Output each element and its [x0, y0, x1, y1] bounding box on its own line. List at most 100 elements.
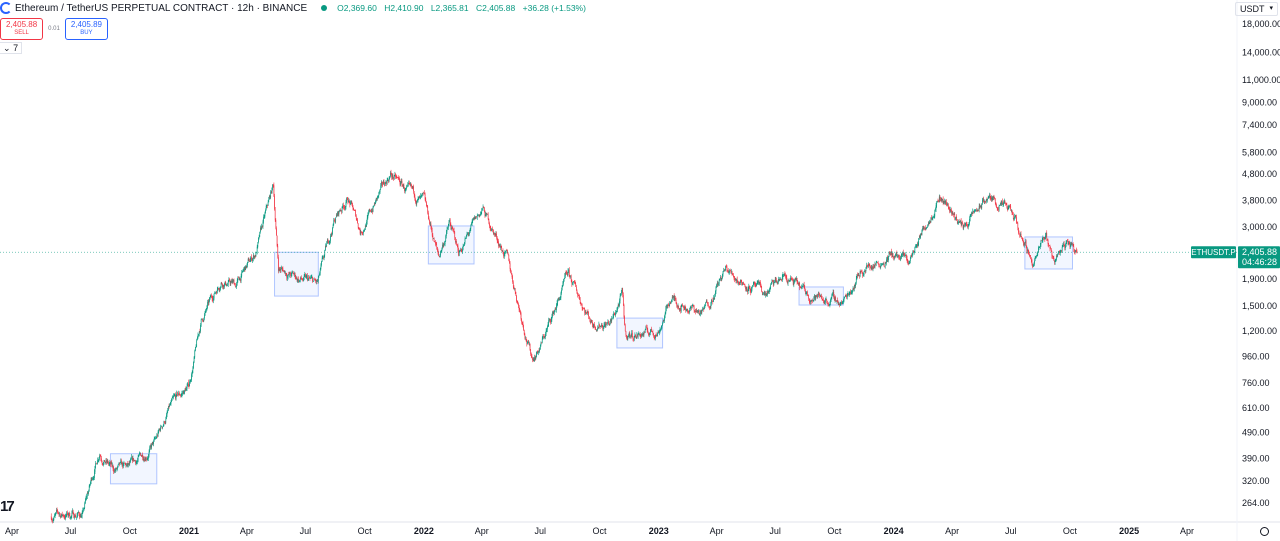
- candle-body: [90, 481, 91, 485]
- candle-body: [157, 431, 159, 437]
- candle: [1050, 246, 1051, 250]
- market-status-icon[interactable]: [321, 5, 328, 11]
- candle: [716, 280, 718, 288]
- candle-body: [432, 235, 434, 239]
- price-axis[interactable]: 18,000.0014,000.0011,000.009,000.007,400…: [1242, 19, 1280, 508]
- candle-body: [244, 267, 246, 271]
- candle-body: [900, 255, 902, 259]
- candle-body: [142, 457, 144, 460]
- candle: [489, 225, 491, 231]
- candle: [567, 268, 569, 277]
- candle: [435, 240, 436, 247]
- candle-body: [714, 291, 716, 296]
- candle: [141, 454, 143, 457]
- indicators-toggle[interactable]: ⌄ 7: [0, 42, 23, 54]
- candle-body: [948, 206, 950, 208]
- candle-body: [1064, 246, 1066, 249]
- candle-body: [389, 176, 391, 179]
- candle: [90, 477, 92, 485]
- candle-body: [844, 296, 846, 298]
- candle-body: [932, 216, 934, 219]
- candle: [229, 279, 231, 286]
- candle-body: [516, 295, 517, 302]
- candle: [621, 290, 622, 296]
- candle-body: [788, 280, 790, 282]
- candle: [199, 328, 201, 334]
- candle-body: [797, 282, 799, 283]
- candle-body: [256, 252, 257, 254]
- candle-body: [464, 242, 465, 246]
- candle-body: [743, 284, 745, 285]
- candle: [1061, 244, 1063, 253]
- candle-body: [480, 214, 481, 215]
- sell-button[interactable]: 2,405.88 SELL: [0, 18, 44, 40]
- symbol-title[interactable]: Ethereum / TetherUS PERPETUAL CONTRACT ·…: [15, 2, 308, 14]
- candle: [911, 253, 913, 258]
- candle-body: [103, 460, 105, 464]
- candle-body: [601, 324, 602, 326]
- candle: [389, 175, 391, 180]
- candle: [725, 264, 727, 268]
- candle: [289, 271, 291, 274]
- candle-body: [117, 464, 119, 467]
- candle-body: [311, 276, 313, 278]
- candle: [839, 303, 840, 308]
- candle-body: [52, 520, 53, 522]
- candle-body: [991, 197, 993, 201]
- candle-body: [270, 191, 272, 194]
- trade-buttons: 2,405.88 SELL 0.01 2,405.89 BUY: [0, 18, 108, 40]
- candle: [622, 287, 624, 298]
- candle-body: [79, 514, 80, 518]
- candle: [236, 282, 237, 290]
- candle: [534, 354, 535, 362]
- candle: [477, 214, 479, 216]
- tradingview-logo[interactable]: 17: [0, 498, 15, 515]
- candle-body: [478, 214, 480, 216]
- candle-body: [264, 213, 266, 217]
- candle: [916, 244, 918, 248]
- candle: [1009, 205, 1010, 208]
- candle: [589, 317, 591, 323]
- candle: [686, 308, 687, 312]
- candle: [807, 290, 808, 297]
- candle-body: [717, 283, 719, 285]
- currency-selector[interactable]: USDT ▾: [1235, 2, 1278, 16]
- candle-body: [594, 324, 595, 327]
- candle-body: [629, 333, 631, 337]
- candle: [712, 300, 714, 305]
- candle-body: [79, 515, 81, 518]
- candle: [516, 294, 517, 303]
- candle-body: [382, 183, 384, 185]
- candle: [207, 299, 208, 309]
- candle-body: [635, 334, 636, 338]
- candle-body: [496, 233, 497, 238]
- time-axis[interactable]: Apr Jul Oct 2021 Apr Jul Oct 2022 Apr Jul Oct 2023 A…: [5, 526, 1194, 536]
- candle-body: [913, 251, 914, 253]
- candle: [792, 278, 794, 286]
- candle: [177, 394, 179, 397]
- candle-body: [624, 316, 625, 326]
- candle: [55, 511, 57, 516]
- candle-body: [435, 243, 437, 245]
- candle: [112, 464, 114, 472]
- time-tick-label: Apr: [5, 526, 19, 536]
- candle: [670, 301, 672, 304]
- buy-button[interactable]: 2,405.89 BUY: [64, 18, 108, 40]
- candle: [722, 273, 723, 280]
- candle: [422, 192, 423, 197]
- candle-body: [420, 195, 421, 197]
- settings-icon[interactable]: [1260, 527, 1269, 536]
- candle: [363, 229, 365, 232]
- candle: [429, 219, 430, 226]
- candle-body: [655, 334, 657, 336]
- candle: [793, 279, 795, 288]
- candle-body: [935, 209, 936, 211]
- candle: [209, 296, 210, 303]
- candle-body: [1058, 250, 1060, 252]
- candle-body: [329, 240, 331, 242]
- candle-body: [262, 221, 264, 227]
- candle: [801, 284, 802, 290]
- candle: [794, 277, 796, 283]
- candle: [882, 262, 884, 265]
